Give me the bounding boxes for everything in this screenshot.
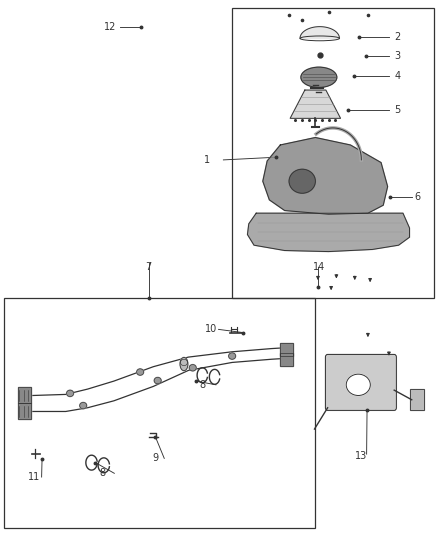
- FancyBboxPatch shape: [325, 354, 396, 410]
- Text: 2: 2: [394, 33, 400, 42]
- Polygon shape: [290, 90, 340, 118]
- Ellipse shape: [67, 390, 74, 397]
- Text: 4: 4: [394, 71, 400, 81]
- Polygon shape: [300, 27, 339, 38]
- Ellipse shape: [137, 369, 144, 375]
- Text: 9: 9: [152, 454, 158, 463]
- Text: 7: 7: [145, 262, 152, 271]
- Text: 3: 3: [394, 51, 400, 61]
- Bar: [280, 353, 293, 366]
- Text: 5: 5: [394, 106, 400, 115]
- Ellipse shape: [189, 365, 196, 371]
- Text: 6: 6: [414, 192, 420, 202]
- Ellipse shape: [180, 359, 187, 366]
- Bar: [410, 389, 424, 410]
- Text: 8: 8: [99, 469, 105, 478]
- Bar: [18, 403, 31, 419]
- Bar: [18, 387, 31, 403]
- Bar: [410, 389, 424, 410]
- Bar: [4, 298, 315, 528]
- Bar: [280, 353, 293, 366]
- Ellipse shape: [346, 374, 370, 395]
- Text: 10: 10: [205, 325, 217, 334]
- Bar: [280, 343, 293, 356]
- Polygon shape: [247, 213, 410, 252]
- Polygon shape: [263, 138, 388, 214]
- Ellipse shape: [229, 353, 236, 359]
- Bar: [18, 387, 31, 403]
- Text: 8: 8: [199, 380, 205, 390]
- Text: 13: 13: [355, 451, 367, 461]
- Ellipse shape: [180, 357, 188, 371]
- Ellipse shape: [289, 169, 315, 193]
- Bar: [232, 8, 434, 298]
- Ellipse shape: [301, 67, 337, 87]
- Text: 14: 14: [313, 262, 325, 271]
- Text: 1: 1: [204, 155, 210, 165]
- Bar: [18, 403, 31, 419]
- Ellipse shape: [80, 402, 87, 409]
- Text: 12: 12: [104, 22, 116, 31]
- Text: 11: 11: [28, 472, 40, 482]
- Ellipse shape: [154, 377, 161, 384]
- Bar: [280, 343, 293, 356]
